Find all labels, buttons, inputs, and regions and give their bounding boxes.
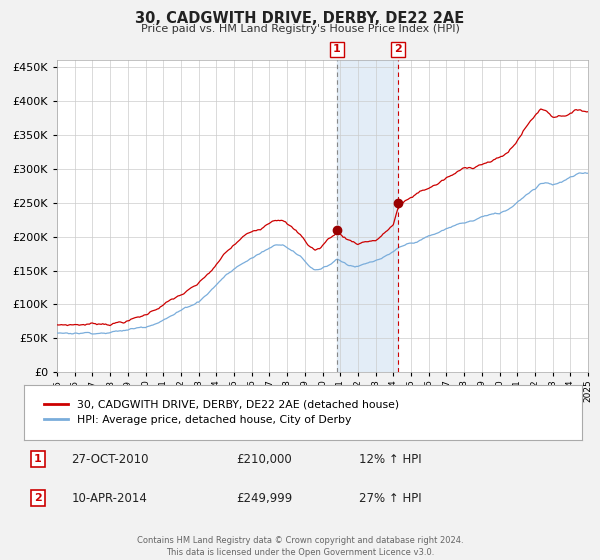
Text: 10-APR-2014: 10-APR-2014 xyxy=(71,492,148,505)
Text: 1: 1 xyxy=(333,44,341,54)
Text: £210,000: £210,000 xyxy=(236,452,292,465)
Text: £249,999: £249,999 xyxy=(236,492,292,505)
Text: 2: 2 xyxy=(34,493,42,503)
Text: 12% ↑ HPI: 12% ↑ HPI xyxy=(359,452,421,465)
Text: 1: 1 xyxy=(34,454,42,464)
Text: 27% ↑ HPI: 27% ↑ HPI xyxy=(359,492,421,505)
Text: 2: 2 xyxy=(394,44,402,54)
Text: Contains HM Land Registry data © Crown copyright and database right 2024.
This d: Contains HM Land Registry data © Crown c… xyxy=(137,536,463,557)
Text: 30, CADGWITH DRIVE, DERBY, DE22 2AE: 30, CADGWITH DRIVE, DERBY, DE22 2AE xyxy=(136,11,464,26)
Text: Price paid vs. HM Land Registry's House Price Index (HPI): Price paid vs. HM Land Registry's House … xyxy=(140,24,460,34)
Legend: 30, CADGWITH DRIVE, DERBY, DE22 2AE (detached house), HPI: Average price, detach: 30, CADGWITH DRIVE, DERBY, DE22 2AE (det… xyxy=(38,393,406,431)
Bar xyxy=(337,60,398,372)
Text: 27-OCT-2010: 27-OCT-2010 xyxy=(71,452,149,465)
